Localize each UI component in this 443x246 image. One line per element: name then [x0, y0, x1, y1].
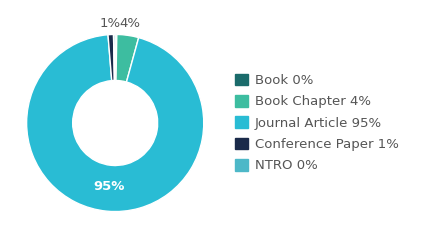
Wedge shape: [27, 35, 204, 212]
Text: 4%: 4%: [119, 17, 140, 31]
Wedge shape: [108, 34, 114, 81]
Legend: Book 0%, Book Chapter 4%, Journal Article 95%, Conference Paper 1%, NTRO 0%: Book 0%, Book Chapter 4%, Journal Articl…: [233, 71, 401, 175]
Wedge shape: [113, 34, 115, 80]
Text: 95%: 95%: [93, 180, 125, 193]
Wedge shape: [115, 34, 117, 80]
Wedge shape: [116, 34, 139, 82]
Text: 1%: 1%: [100, 16, 121, 30]
